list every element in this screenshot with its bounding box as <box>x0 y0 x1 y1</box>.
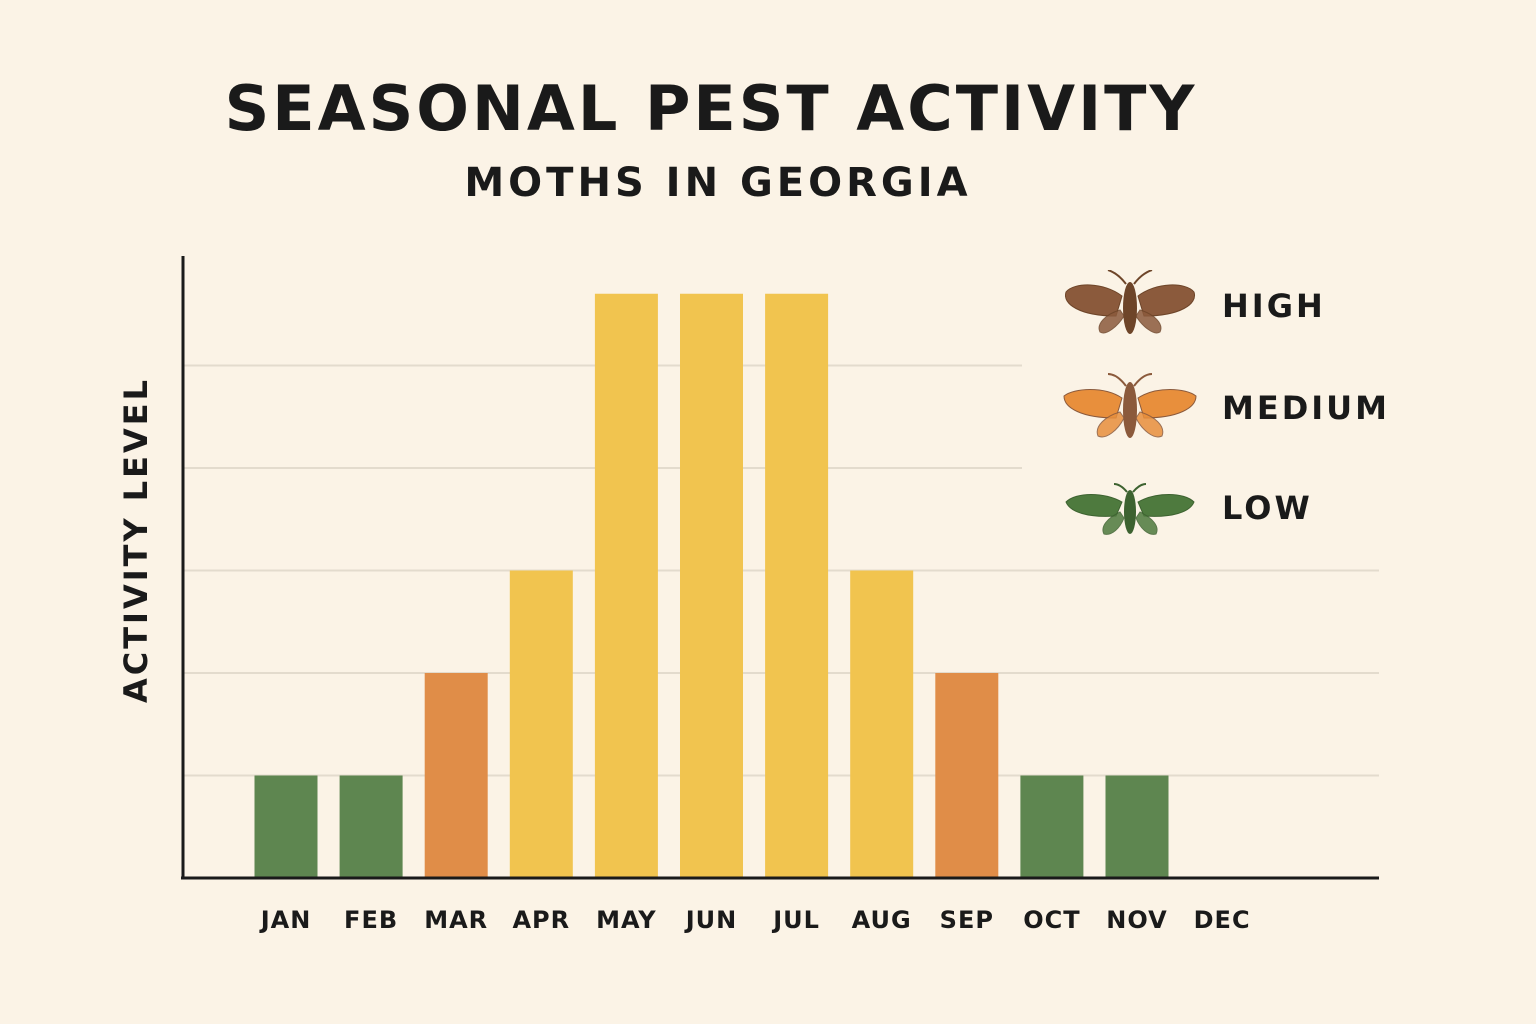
chart-subtitle: MOTHS IN GEORGIA <box>464 160 972 206</box>
x-tick-label: MAR <box>424 906 488 934</box>
legend-label-low: LOW <box>1222 489 1313 527</box>
bar-may <box>594 293 658 878</box>
legend-label-medium: MEDIUM <box>1222 389 1390 427</box>
x-tick-label: AUG <box>852 906 912 934</box>
x-tick-label: JAN <box>259 906 312 934</box>
bar-jun <box>680 293 743 878</box>
bar-apr <box>509 570 573 878</box>
bar-nov <box>1105 775 1169 878</box>
bar-aug <box>850 570 914 878</box>
bar-jan <box>254 775 318 878</box>
bar-sep <box>935 673 999 878</box>
moth-medium-icon <box>1063 373 1197 438</box>
bars <box>254 293 1169 878</box>
bar-jul <box>765 293 829 878</box>
x-tick-labels: JAN FEB MAR APR MAY JUN JUL AUG SEP OCT NOV DEC <box>259 906 1251 934</box>
moth-high-icon <box>1064 270 1196 334</box>
legend-item-medium: MEDIUM <box>1060 372 1390 444</box>
bar-mar <box>424 673 488 878</box>
legend-label-high: HIGH <box>1222 287 1326 325</box>
legend-item-high: HIGH <box>1060 270 1390 342</box>
x-tick-label: JUN <box>684 906 738 934</box>
bar-feb <box>339 775 403 878</box>
x-tick-label: APR <box>512 906 570 934</box>
x-tick-label: FEB <box>344 906 398 934</box>
x-tick-label: DEC <box>1194 906 1251 934</box>
legend-item-low: LOW <box>1060 472 1390 544</box>
x-tick-label: OCT <box>1023 906 1080 934</box>
x-tick-label: SEP <box>940 906 994 934</box>
moth-low-icon <box>1065 483 1195 535</box>
x-tick-label: JUL <box>771 906 820 934</box>
x-tick-label: MAY <box>596 906 657 934</box>
chart-title: SEASONAL PEST ACTIVITY <box>224 72 1198 145</box>
x-tick-label: NOV <box>1106 906 1167 934</box>
bar-oct <box>1020 775 1084 878</box>
